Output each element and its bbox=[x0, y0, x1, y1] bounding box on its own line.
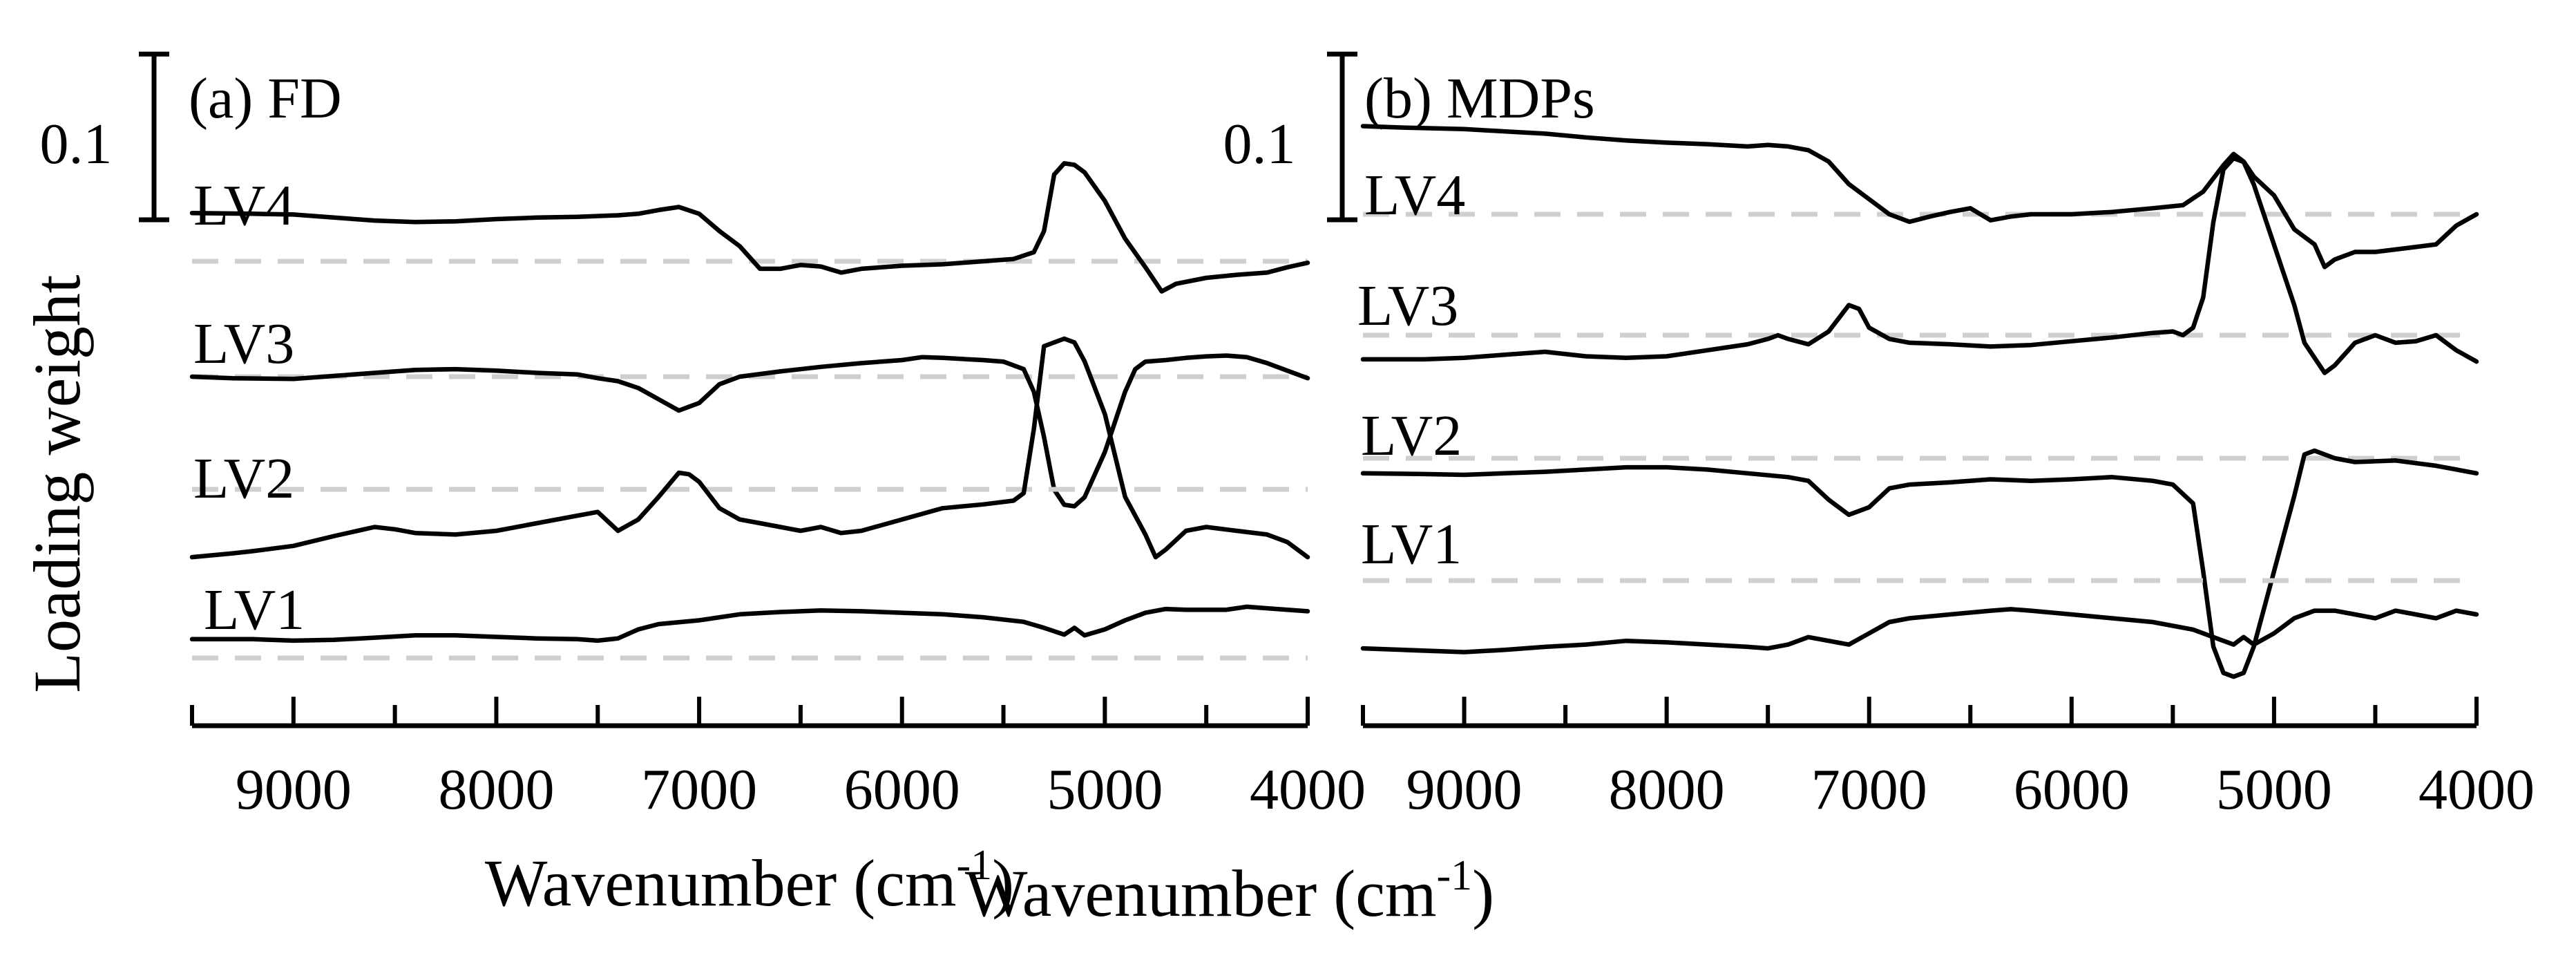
series-label-lv3: LV3 bbox=[193, 312, 294, 376]
series-label-lv4: LV4 bbox=[1364, 163, 1465, 227]
x-axis-label: Wavenumber (cm-1) bbox=[485, 842, 1014, 920]
x-tick-label: 4000 bbox=[2418, 758, 2535, 822]
x-tick-label: 9000 bbox=[236, 758, 352, 822]
series-label-lv1: LV1 bbox=[1361, 512, 1462, 576]
series-label-lv2: LV2 bbox=[1361, 404, 1462, 468]
series-label-lv2: LV2 bbox=[193, 446, 294, 511]
panel-title: (a) FD bbox=[189, 66, 342, 131]
series-line-lv4 bbox=[1360, 124, 2479, 270]
x-tick-label: 8000 bbox=[1609, 758, 1725, 822]
y-axis-label: Loading weight bbox=[20, 274, 94, 693]
panel-b: 9000 8000 7000 6000 5000 4000 Wavenumber (cm-1… bbox=[965, 51, 2535, 930]
series-line-lv2 bbox=[1360, 448, 2479, 679]
series-line-lv1 bbox=[1360, 607, 2479, 655]
series-label-lv3: LV3 bbox=[1357, 274, 1458, 338]
x-tick-label: 9000 bbox=[1406, 758, 1523, 822]
scale-bar-label: 0.1 bbox=[1223, 112, 1296, 176]
series-line-lv4 bbox=[189, 161, 1310, 294]
x-tick-label: 5000 bbox=[1047, 758, 1163, 822]
x-tick-label: 6000 bbox=[844, 758, 960, 822]
panel-a: 9000 8000 7000 6000 5000 4000 Wavenumber (cm-1… bbox=[40, 51, 1366, 920]
series-line-lv2 bbox=[189, 336, 1310, 560]
scale-bar-label: 0.1 bbox=[40, 112, 113, 176]
x-tick-label: 5000 bbox=[2216, 758, 2332, 822]
x-tick-label: 7000 bbox=[1811, 758, 1927, 822]
x-tick-label: 7000 bbox=[641, 758, 757, 822]
series-line-lv1 bbox=[189, 604, 1310, 643]
x-tick-label: 8000 bbox=[438, 758, 554, 822]
panel-title: (b) MDPs bbox=[1364, 66, 1595, 131]
x-tick-label: 6000 bbox=[2014, 758, 2130, 822]
x-tick-label: 4000 bbox=[1250, 758, 1366, 822]
series-label-lv4: LV4 bbox=[193, 173, 294, 238]
x-axis-label: Wavenumber (cm-1) bbox=[965, 852, 1494, 930]
series-line-lv3 bbox=[1360, 156, 2479, 375]
series-label-lv1: LV1 bbox=[204, 578, 305, 642]
series-line-lv3 bbox=[189, 353, 1310, 509]
